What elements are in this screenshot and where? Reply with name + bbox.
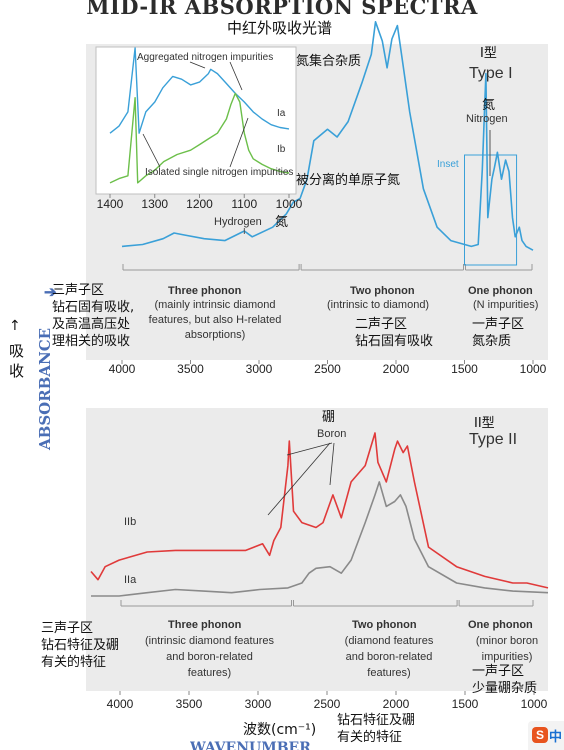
inset-series-label-ia: Ia xyxy=(277,108,286,119)
nitrogen-label-zh: 氮 xyxy=(482,98,496,113)
y-axis-arrow: ➔ xyxy=(44,283,57,301)
inset-callout-isolated-a xyxy=(142,133,161,168)
y-axis-label: ABSORBANCE xyxy=(36,327,54,450)
boron-callout-2 xyxy=(286,442,333,456)
type2-label: Type II xyxy=(469,431,518,448)
region5-name: Two phonon xyxy=(352,619,417,631)
hydrogen-label-zh: 氮 xyxy=(275,215,289,230)
region1-zh: 三声子区 钻石固有吸收, 及高温高压处 理相关的吸收 xyxy=(52,283,135,349)
inset-callout-aggregated-a xyxy=(189,61,206,69)
aggregated-nitrogen-zh: 氮集合杂质 xyxy=(296,54,362,69)
boron-label-zh: 硼 xyxy=(322,410,336,425)
inset-series-ib-line xyxy=(109,92,290,184)
region6-desc: (minor boron impurities) xyxy=(475,635,539,663)
inset-callout-aggregated-b xyxy=(229,61,243,91)
series-label-iia: IIa xyxy=(124,574,137,586)
region3-name: One phonon xyxy=(468,285,533,297)
nitrogen-label: Nitrogen xyxy=(466,113,508,125)
x-axis-label-zh: 波数(cm⁻¹) xyxy=(243,722,317,738)
region1-desc: (mainly intrinsic diamond features, but … xyxy=(148,299,282,341)
panel1-x-tick-label-1: 3500 xyxy=(177,362,204,376)
region2-zh: 二声子区 钻石固有吸收 xyxy=(355,317,434,349)
page-title: MID-IR ABSORPTION SPECTRA xyxy=(86,0,478,19)
type1-label-zh: I型 xyxy=(480,46,497,61)
inset-highlight-box xyxy=(464,154,518,266)
panel1-x-tick-label-2: 3000 xyxy=(246,362,273,376)
panel1-x-tick-label-3: 2500 xyxy=(314,362,341,376)
region1-name: Three phonon xyxy=(168,285,242,297)
y-axis-label-zh-2: 收 xyxy=(9,362,25,380)
panel2-x-tick-label-2: 3000 xyxy=(245,697,272,711)
region4-name: Three phonon xyxy=(168,619,242,631)
region5-desc: (diamond features and boron-related feat… xyxy=(344,635,434,679)
panel2-x-tick-label-1: 3500 xyxy=(176,697,203,711)
boron-label: Boron xyxy=(317,428,347,440)
ime-mode-label: 中 xyxy=(549,730,563,745)
hydrogen-label: Hydrogen xyxy=(214,216,262,228)
inset-x-tick-label-2: 1200 xyxy=(186,197,213,211)
region3-desc: (N impurities) xyxy=(473,299,539,311)
inset-series-ia-line xyxy=(109,47,290,134)
panel1-x-tick-label-0: 4000 xyxy=(109,362,136,376)
isolated-nitrogen-zh: 被分离的单原子氮 xyxy=(296,173,401,188)
inset-panel xyxy=(95,46,297,195)
panel1-x-tick-label-5: 1500 xyxy=(451,362,478,376)
region4-zh: 三声子区 钻石特征及硼 有关的特征 xyxy=(41,621,120,670)
region6-name: One phonon xyxy=(468,619,533,631)
inset-box-label: Inset xyxy=(437,159,459,170)
region6-zh: 一声子区 少量硼杂质 xyxy=(472,664,538,696)
panel2-x-tick-label-4: 2000 xyxy=(383,697,410,711)
inset-x-tick-label-3: 1100 xyxy=(231,197,257,211)
inset-x-tick-label-4: 1000 xyxy=(276,197,303,211)
region2-desc: (intrinsic to diamond) xyxy=(327,299,430,311)
series-label-iib: IIb xyxy=(124,516,137,528)
region5-zh: 钻石特征及硼 有关的特征 xyxy=(337,713,416,745)
x-axis-label: WAVENUMBER xyxy=(190,740,311,750)
panel2-x-tick-label-0: 4000 xyxy=(107,697,134,711)
ime-badge[interactable]: S 中 xyxy=(528,721,564,750)
panel2-x-tick-label-3: 2500 xyxy=(314,697,341,711)
sogou-logo-icon: S xyxy=(532,727,548,743)
panel2-x-tick-label-5: 1500 xyxy=(452,697,479,711)
type1-label: Type I xyxy=(469,65,513,82)
region3-zh: 一声子区 氮杂质 xyxy=(472,317,525,349)
boron-callout-3 xyxy=(329,442,335,486)
inset-x-tick-label-0: 1400 xyxy=(97,197,124,211)
inset-series-label-ib: Ib xyxy=(277,144,286,155)
panel1-x-tick-label-6: 1000 xyxy=(520,362,547,376)
y-axis-label-zh-arrow: ↑ xyxy=(9,318,21,334)
panel2-x-tick-label-6: 1000 xyxy=(521,697,548,711)
type2-label-zh: II型 xyxy=(474,416,495,431)
type1-spectrum-line xyxy=(121,20,534,251)
panel2-plot-area xyxy=(86,408,548,691)
inset-title-aggregated: Aggregated nitrogen impurities xyxy=(137,52,274,63)
inset-title-isolated: Isolated single nitrogen impurities xyxy=(145,167,294,178)
region2-name: Two phonon xyxy=(350,285,415,297)
type2-iib-line xyxy=(90,432,549,589)
y-axis-label-zh-1: 吸 xyxy=(9,342,25,360)
boron-callout-1 xyxy=(267,442,331,516)
inset-callout-isolated-b xyxy=(229,117,249,168)
panel1-x-tick-label-4: 2000 xyxy=(383,362,410,376)
type2-iia-line xyxy=(91,481,549,597)
page-title-zh: 中红外吸收光谱 xyxy=(227,19,333,37)
region4-desc: (intrinsic diamond features and boron-re… xyxy=(144,635,274,679)
inset-x-tick-label-1: 1300 xyxy=(141,197,168,211)
